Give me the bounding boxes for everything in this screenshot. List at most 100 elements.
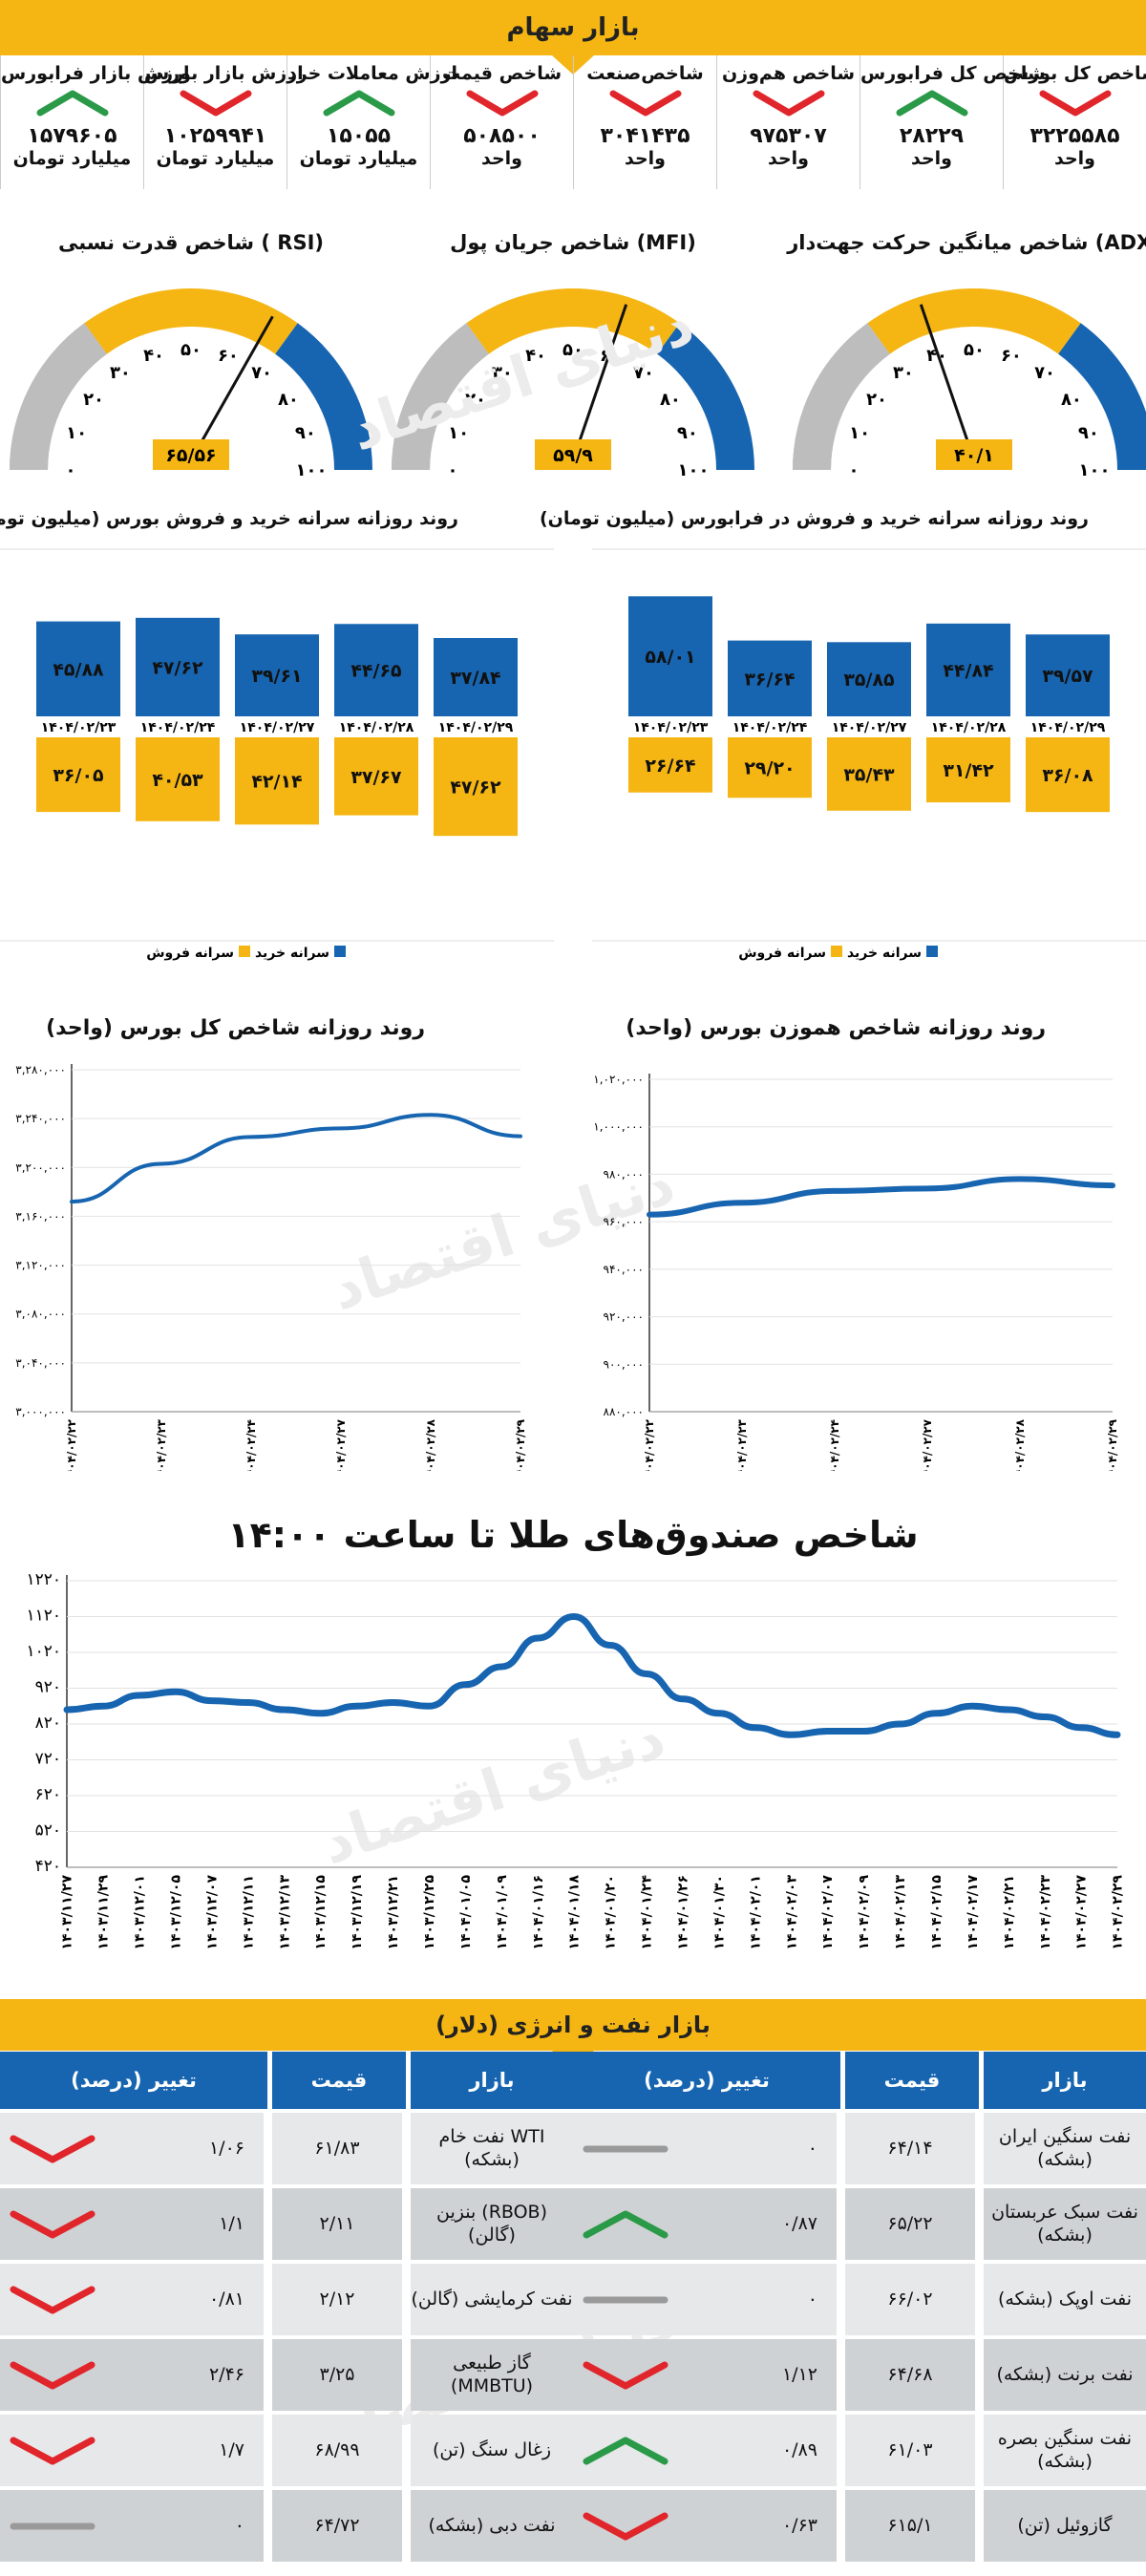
kol-line-title: روند روزانه شاخص کل بورس (واحد) bbox=[46, 1016, 425, 1040]
buy-bar-label: ۴۴/۸۴ bbox=[943, 660, 993, 681]
x-tick-label: ۱۴۰۴/۰۱/۰۵ bbox=[458, 1875, 474, 1950]
gauge-tick-label: ۲۰ bbox=[83, 390, 104, 410]
buy-bar bbox=[926, 623, 1010, 716]
x-tick-label: ۱۴۰۴/۰۲/۲۸ bbox=[1013, 1418, 1027, 1471]
market-name: نفت خام WTI (بشکه) bbox=[411, 2113, 573, 2184]
sell-bar bbox=[136, 737, 220, 821]
gauge-tick-label: ۰ bbox=[448, 460, 458, 480]
gauge-tick-label: ۴۰ bbox=[926, 346, 947, 366]
x-tick-label: ۱۴۰۴/۰۱/۲۰ bbox=[604, 1875, 619, 1950]
legend-sell-label: سرانه فروش bbox=[146, 946, 234, 961]
market-name: نفت سبک عربستان (بشکه) bbox=[984, 2188, 1146, 2260]
y-tick-label: ۸۲۰ bbox=[35, 1714, 61, 1733]
up-trend-icon bbox=[583, 2210, 668, 2238]
index-unit: واحد bbox=[768, 148, 809, 169]
index-cell: ارزش معاملات خرد ۱۵۰۵۵ میلیارد تومان bbox=[286, 55, 457, 189]
gauge-tick-label: ۶۰ bbox=[1001, 346, 1022, 366]
change-value: ۲/۴۶ bbox=[208, 2363, 244, 2385]
gauge-tick-label: ۸۰ bbox=[278, 390, 299, 410]
bar-category-label: ۱۴۰۴/۰۲/۲۴ bbox=[732, 720, 808, 735]
market-name: زغال سنگ (تن) bbox=[411, 2415, 573, 2486]
bar-category-label: ۱۴۰۴/۰۲/۲۳ bbox=[41, 720, 117, 735]
market-price: ۶۴/۷۲ bbox=[272, 2490, 402, 2562]
down-trend-icon bbox=[10, 2135, 96, 2162]
change-value: ۰/۸۹ bbox=[781, 2438, 817, 2460]
down-trend-icon bbox=[583, 2361, 668, 2389]
neutral-trend-icon bbox=[10, 2523, 96, 2529]
x-tick-label: ۱۴۰۴/۰۲/۲۹ bbox=[1106, 1418, 1119, 1471]
sell-bar-label: ۳۷/۶۷ bbox=[350, 767, 402, 788]
x-tick-label: ۱۴۰۳/۱۱/۲۹ bbox=[96, 1875, 112, 1950]
y-tick-label: ۳,۰۸۰,۰۰۰ bbox=[15, 1308, 66, 1321]
x-tick-label: ۱۴۰۴/۰۲/۲۸ bbox=[424, 1418, 437, 1471]
table-header: قیمت bbox=[272, 2052, 406, 2109]
buy-bar bbox=[728, 640, 812, 716]
y-tick-label: ۷۲۰ bbox=[35, 1750, 61, 1769]
change-value: ۰ bbox=[807, 2137, 817, 2159]
gauge-value-box bbox=[535, 439, 611, 470]
market-name: نفت کرمایشی (گالن) bbox=[411, 2264, 573, 2335]
gauge-tick-label: ۲۰ bbox=[866, 390, 887, 410]
sell-bar bbox=[1026, 737, 1110, 813]
down-trend-icon bbox=[583, 2512, 668, 2540]
y-tick-label: ۹۴۰,۰۰۰ bbox=[604, 1263, 645, 1276]
legend-sell-swatch bbox=[239, 946, 250, 957]
index-value: ۹۷۵۳۰۷ bbox=[750, 124, 827, 148]
y-tick-label: ۸۸۰,۰۰۰ bbox=[604, 1405, 645, 1418]
neutral-trend-icon bbox=[583, 2145, 668, 2152]
table-header: بازار bbox=[411, 2052, 573, 2109]
gauge-band bbox=[275, 323, 372, 470]
gauge-band bbox=[10, 323, 107, 470]
buy-bar bbox=[136, 617, 220, 716]
index-value: ۱۵۰۵۵ bbox=[326, 124, 392, 148]
buy-bar bbox=[827, 642, 911, 716]
buy-bar-label: ۳۹/۶۱ bbox=[251, 666, 302, 687]
market-name: نفت اوپک (بشکه) bbox=[984, 2264, 1146, 2335]
bar-category-label: ۱۴۰۴/۰۲/۲۷ bbox=[832, 720, 907, 735]
y-tick-label: ۹۲۰,۰۰۰ bbox=[604, 1310, 645, 1324]
y-tick-label: ۳,۰۰۰,۰۰۰ bbox=[15, 1405, 66, 1418]
gauge-value-box bbox=[153, 439, 229, 470]
x-tick-label: ۱۴۰۳/۱۲/۱۵ bbox=[313, 1875, 329, 1950]
market-price: ۳/۲۵ bbox=[272, 2339, 402, 2411]
gauge-tick-label: ۲۰ bbox=[465, 390, 486, 410]
sell-bar bbox=[827, 737, 911, 811]
down-trend-icon bbox=[10, 2286, 96, 2313]
x-tick-label: ۱۴۰۴/۰۲/۰۱ bbox=[748, 1875, 763, 1950]
index-label: ارزش بازار فرابورس bbox=[1, 63, 190, 84]
buy-bar bbox=[1026, 634, 1110, 716]
x-tick-label: ۱۴۰۴/۰۲/۱۷ bbox=[966, 1875, 981, 1950]
index-value: ۱۰۲۵۹۹۴۱ bbox=[163, 124, 267, 148]
sell-bar-label: ۳۱/۴۲ bbox=[943, 760, 994, 781]
x-tick-label: ۱۴۰۳/۱۱/۲۷ bbox=[60, 1875, 75, 1950]
y-tick-label: ۳,۱۶۰,۰۰۰ bbox=[15, 1209, 66, 1223]
market-price: ۶۱/۰۳ bbox=[845, 2415, 975, 2486]
sell-bar bbox=[235, 737, 319, 825]
farabourse-bar-title: روند روزانه سرانه خرید و فروش در فرابورس… bbox=[540, 508, 1089, 529]
gauge-tick-label: ۴۰ bbox=[143, 346, 164, 366]
bar-category-label: ۱۴۰۴/۰۲/۲۹ bbox=[438, 720, 514, 735]
legend-buy-label: سرانه خرید bbox=[847, 946, 922, 961]
gauge-title: شاخص جریان پول (MFI) bbox=[450, 231, 696, 254]
buy-bar bbox=[334, 624, 418, 716]
market-price: ۶۸/۹۹ bbox=[272, 2415, 402, 2486]
gauge-value: ۴۰/۱ bbox=[954, 445, 994, 466]
sell-bar bbox=[434, 737, 518, 837]
y-tick-label: ۳,۲۴۰,۰۰۰ bbox=[15, 1112, 66, 1125]
market-change: ۱/۰۶ bbox=[0, 2113, 264, 2184]
market-change: ۲/۴۶ bbox=[0, 2339, 264, 2411]
x-tick-label: ۱۴۰۳/۱۲/۲۵ bbox=[422, 1875, 437, 1950]
index-unit: میلیارد تومان bbox=[299, 148, 418, 169]
x-tick-label: ۱۴۰۴/۰۲/۲۷ bbox=[921, 1418, 934, 1471]
y-tick-label: ۴۲۰ bbox=[35, 1857, 61, 1876]
x-tick-label: ۱۴۰۴/۰۲/۲۹ bbox=[514, 1418, 527, 1471]
gauge-title: شاخص میانگین حرکت جهت‌دار (ADX) bbox=[787, 231, 1146, 254]
gauge-tick-label: ۷۰ bbox=[1034, 363, 1055, 383]
sell-bar-label: ۳۶/۰۸ bbox=[1042, 765, 1093, 786]
index-cell: شاخص قیمت ۵۰۸۵۰۰ واحد bbox=[430, 55, 573, 189]
y-tick-label: ۹۸۰,۰۰۰ bbox=[604, 1167, 645, 1181]
table-header: قیمت bbox=[845, 2052, 979, 2109]
market-price: ۶۴/۱۴ bbox=[845, 2113, 975, 2184]
gauge-tick-label: ۱۰ bbox=[849, 423, 870, 443]
market-change: ۱/۱ bbox=[0, 2188, 264, 2260]
